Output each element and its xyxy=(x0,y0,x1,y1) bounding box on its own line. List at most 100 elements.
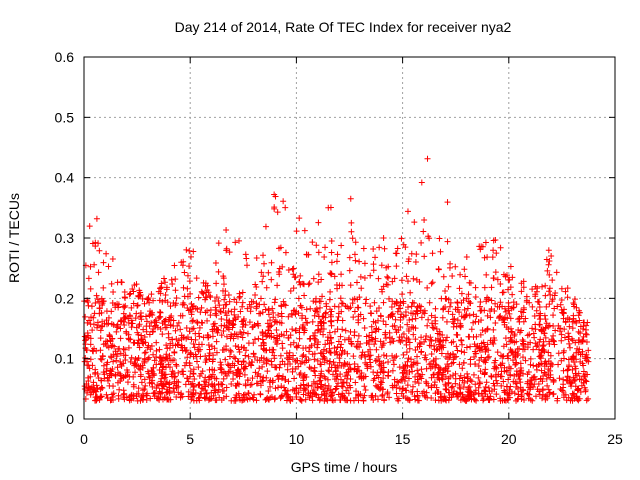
data-point xyxy=(471,396,478,403)
data-point xyxy=(315,326,322,333)
data-point xyxy=(165,361,172,368)
data-point xyxy=(118,318,125,325)
data-point xyxy=(230,370,237,377)
data-point xyxy=(128,304,135,311)
data-point xyxy=(134,329,141,336)
data-point xyxy=(476,379,483,386)
data-point xyxy=(348,340,355,347)
data-point xyxy=(405,258,412,265)
data-point xyxy=(237,308,244,315)
data-point xyxy=(167,357,174,364)
data-point xyxy=(209,326,216,333)
data-point xyxy=(375,353,382,360)
data-point xyxy=(315,219,322,226)
data-point xyxy=(162,354,169,361)
data-point xyxy=(550,337,557,344)
data-point xyxy=(253,255,260,262)
data-point xyxy=(405,375,412,382)
data-point xyxy=(570,312,577,319)
data-point xyxy=(210,392,217,399)
data-point xyxy=(266,346,273,353)
data-point xyxy=(422,378,429,385)
data-point xyxy=(380,352,387,359)
data-point xyxy=(180,284,187,291)
data-point xyxy=(298,397,305,404)
data-point xyxy=(136,344,143,351)
data-point xyxy=(130,288,137,295)
data-point xyxy=(327,335,334,342)
data-point xyxy=(398,235,405,242)
data-point xyxy=(252,369,259,376)
data-point xyxy=(240,365,247,372)
data-point xyxy=(336,282,343,289)
data-point xyxy=(326,345,333,352)
data-point xyxy=(433,362,440,369)
data-point xyxy=(572,376,579,383)
data-point xyxy=(546,338,553,345)
data-point xyxy=(155,390,162,397)
data-point xyxy=(89,327,96,334)
data-point xyxy=(408,356,415,363)
data-point xyxy=(172,300,179,307)
data-point xyxy=(260,273,267,280)
data-point xyxy=(139,387,146,394)
data-point xyxy=(374,357,381,364)
data-point xyxy=(519,386,526,393)
data-point xyxy=(217,308,224,315)
data-point xyxy=(489,254,496,261)
data-point xyxy=(569,325,576,332)
data-point xyxy=(180,258,187,265)
data-point xyxy=(162,374,169,381)
data-point xyxy=(334,251,341,258)
data-point xyxy=(300,391,307,398)
data-point xyxy=(411,393,418,400)
data-point xyxy=(429,250,436,257)
data-point xyxy=(93,292,100,299)
data-point xyxy=(144,368,151,375)
data-point xyxy=(531,312,538,319)
data-point xyxy=(524,380,531,387)
data-point xyxy=(335,391,342,398)
data-point xyxy=(536,303,543,310)
data-point xyxy=(263,284,270,291)
data-point xyxy=(333,373,340,380)
data-point xyxy=(350,353,357,360)
data-point xyxy=(424,322,431,329)
data-point xyxy=(173,295,180,302)
data-point xyxy=(219,381,226,388)
data-point xyxy=(366,352,373,359)
data-point xyxy=(301,292,308,299)
data-point xyxy=(577,323,584,330)
data-point xyxy=(340,362,347,369)
data-point xyxy=(265,307,272,314)
data-point xyxy=(399,291,406,298)
data-point xyxy=(141,376,148,383)
data-point xyxy=(418,334,425,341)
data-point xyxy=(408,250,415,257)
data-point xyxy=(359,349,366,356)
data-point xyxy=(491,335,498,342)
data-point xyxy=(360,397,367,404)
data-point xyxy=(244,330,251,337)
data-point xyxy=(321,373,328,380)
data-point xyxy=(331,344,338,351)
data-point xyxy=(108,280,115,287)
data-point xyxy=(507,346,514,353)
data-point xyxy=(464,305,471,312)
data-point xyxy=(351,308,358,315)
data-point xyxy=(218,332,225,339)
data-point xyxy=(462,273,469,280)
data-point xyxy=(203,390,210,397)
data-point xyxy=(326,340,333,347)
data-point xyxy=(445,397,452,404)
data-point xyxy=(518,288,525,295)
data-point xyxy=(256,365,263,372)
data-point xyxy=(542,334,549,341)
data-point xyxy=(453,343,460,350)
data-point xyxy=(430,325,437,332)
data-point xyxy=(482,346,489,353)
data-point xyxy=(436,235,443,242)
data-point xyxy=(120,374,127,381)
data-point xyxy=(502,335,509,342)
data-point xyxy=(192,336,199,343)
